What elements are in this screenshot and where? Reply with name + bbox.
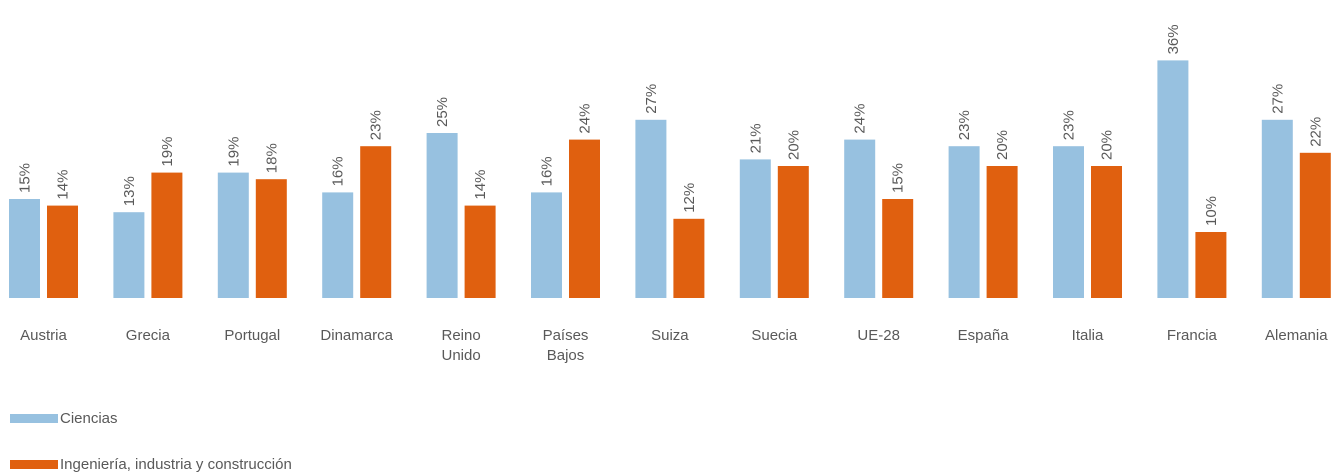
value-label: 23%: [1061, 110, 1078, 140]
bar: [531, 192, 562, 298]
x-tick-label: España: [957, 327, 1009, 344]
x-tick-label: Italia: [1071, 327, 1104, 344]
legend-item: Ciencias: [10, 410, 118, 427]
bar: [777, 166, 809, 298]
chart: 15% 14% 13% 19% 19% 18% 16% 23% 25% 14% 16% 24% 27% 1…: [9, 24, 1331, 299]
bar: [1261, 119, 1293, 298]
bar: [47, 205, 78, 298]
x-tick-label: Francia: [1166, 327, 1217, 344]
x-tick-label: Suiza: [651, 327, 689, 344]
bar: [360, 146, 392, 298]
value-label: 16%: [330, 156, 347, 186]
x-tick-label: UE-28: [857, 327, 900, 344]
value-label: 24%: [852, 104, 869, 134]
x-tick-label: Austria: [20, 327, 67, 344]
value-label: 20%: [994, 130, 1011, 160]
legend-label: Ingeniería, industria y construcción: [60, 456, 292, 473]
value-label: 13%: [121, 176, 138, 206]
bar: [882, 199, 914, 298]
bar: [673, 218, 705, 298]
value-label: 24%: [577, 104, 594, 134]
value-label: 15%: [890, 163, 907, 193]
legend-item: Ingeniería, industria y construcción: [10, 456, 292, 473]
bar: [844, 139, 876, 298]
x-tick-label: Países Bajos: [542, 327, 589, 364]
value-label: 14%: [55, 170, 72, 200]
value-label: 20%: [785, 130, 802, 160]
x-tick-label: Alemania: [1265, 327, 1328, 344]
bar: [1195, 232, 1227, 298]
x-tick-label: Portugal: [224, 327, 281, 344]
value-label: 18%: [263, 143, 280, 173]
value-label: 15%: [17, 163, 34, 193]
legend-label: Ciencias: [60, 410, 118, 427]
value-label: 23%: [956, 110, 973, 140]
bar: [151, 172, 183, 298]
bar: [217, 172, 249, 298]
x-tick-label: Suecia: [751, 327, 798, 344]
value-label: 14%: [472, 170, 489, 200]
value-label: 16%: [539, 156, 556, 186]
bar: [1091, 166, 1122, 298]
bar: [255, 179, 287, 298]
value-label: 22%: [1307, 117, 1324, 147]
value-label: 12%: [681, 183, 698, 213]
value-label: 27%: [1269, 84, 1286, 114]
legend-swatch: [10, 414, 58, 423]
value-label: 36%: [1165, 24, 1182, 54]
bar: [986, 166, 1018, 298]
bar: [1053, 146, 1084, 298]
legend-swatch: [10, 460, 58, 469]
value-label: 20%: [1099, 130, 1116, 160]
bar: [9, 199, 40, 298]
value-label: 23%: [368, 110, 385, 140]
value-label: 25%: [434, 97, 451, 127]
value-label: 19%: [225, 137, 242, 167]
bar: [426, 133, 458, 298]
bar: [113, 212, 145, 298]
bar: [464, 205, 496, 298]
bar: [948, 146, 980, 298]
x-tick-label: Reino Unido: [441, 327, 481, 364]
bar: [1299, 152, 1331, 298]
bar: [739, 159, 771, 298]
bar: [569, 139, 600, 298]
value-label: 21%: [747, 123, 764, 153]
bar: [635, 119, 667, 298]
x-tick-label: Dinamarca: [320, 327, 393, 344]
value-label: 27%: [643, 84, 660, 114]
bar: [322, 192, 354, 298]
x-tick-label: Grecia: [125, 327, 170, 344]
value-label: 10%: [1203, 196, 1220, 226]
bar: [1157, 60, 1189, 299]
value-label: 19%: [159, 137, 176, 167]
